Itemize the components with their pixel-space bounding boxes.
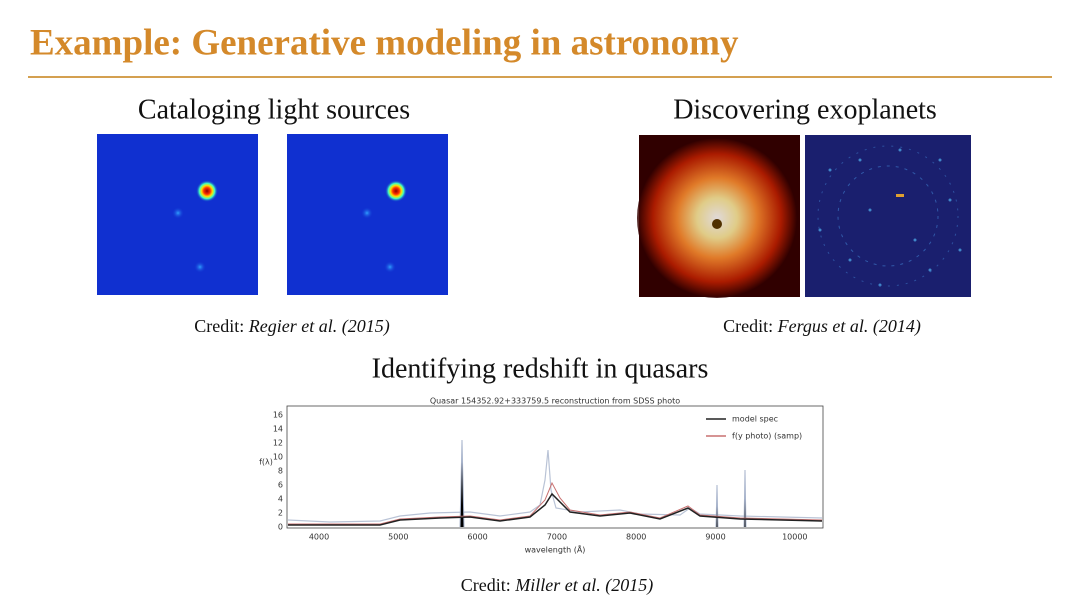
legend-label: f(y photo) (samp) — [732, 432, 802, 441]
section-heading: Discovering exoplanets — [673, 94, 937, 125]
source-image — [97, 134, 258, 295]
y-tick-label: 10 — [273, 453, 283, 462]
slide-title: Example: Generative modeling in astronom… — [30, 22, 739, 63]
credit: Credit: Miller et al. (2015) — [461, 575, 653, 596]
model-image — [287, 134, 448, 295]
spectrum-figure — [286, 405, 824, 529]
x-tick-label: 9000 — [705, 533, 725, 542]
credit-label: Credit: — [194, 316, 244, 336]
x-tick-label: 8000 — [626, 533, 646, 542]
credit-label: Credit: — [461, 575, 511, 595]
x-tick-label: 6000 — [467, 533, 487, 542]
x-tick-label: 4000 — [309, 533, 329, 542]
x-tick-label: 10000 — [782, 533, 807, 542]
y-tick-label: 14 — [273, 425, 283, 434]
credit-source: Miller et al. (2015) — [514, 575, 653, 596]
y-tick-label: 12 — [273, 439, 283, 448]
y-tick-label: 6 — [278, 481, 283, 490]
y-tick-label: 8 — [278, 467, 283, 476]
credit-source: Fergus et al. (2014) — [777, 316, 921, 337]
y-axis-label: f(λ) — [259, 458, 273, 467]
residual-image — [805, 135, 971, 297]
y-tick-label: 2 — [278, 509, 283, 518]
credit-label: Credit: — [723, 316, 773, 336]
x-tick-label: 5000 — [388, 533, 408, 542]
figure-title: Quasar 154352.92+333759.5 reconstruction… — [430, 397, 680, 406]
y-tick-label: 16 — [273, 411, 283, 420]
section-heading: Identifying redshift in quasars — [372, 353, 709, 384]
exoplanet-image — [637, 135, 800, 298]
section-heading: Cataloging light sources — [138, 94, 410, 125]
x-tick-label: 7000 — [547, 533, 567, 542]
y-tick-label: 4 — [278, 495, 283, 504]
y-tick-label: 0 — [278, 523, 283, 532]
credit: Credit: Regier et al. (2015) — [194, 316, 389, 337]
x-axis-label: wavelength (Å) — [525, 544, 586, 555]
legend-label: model spec — [732, 415, 778, 424]
credit: Credit: Fergus et al. (2014) — [723, 316, 921, 337]
credit-source: Regier et al. (2015) — [248, 316, 390, 337]
